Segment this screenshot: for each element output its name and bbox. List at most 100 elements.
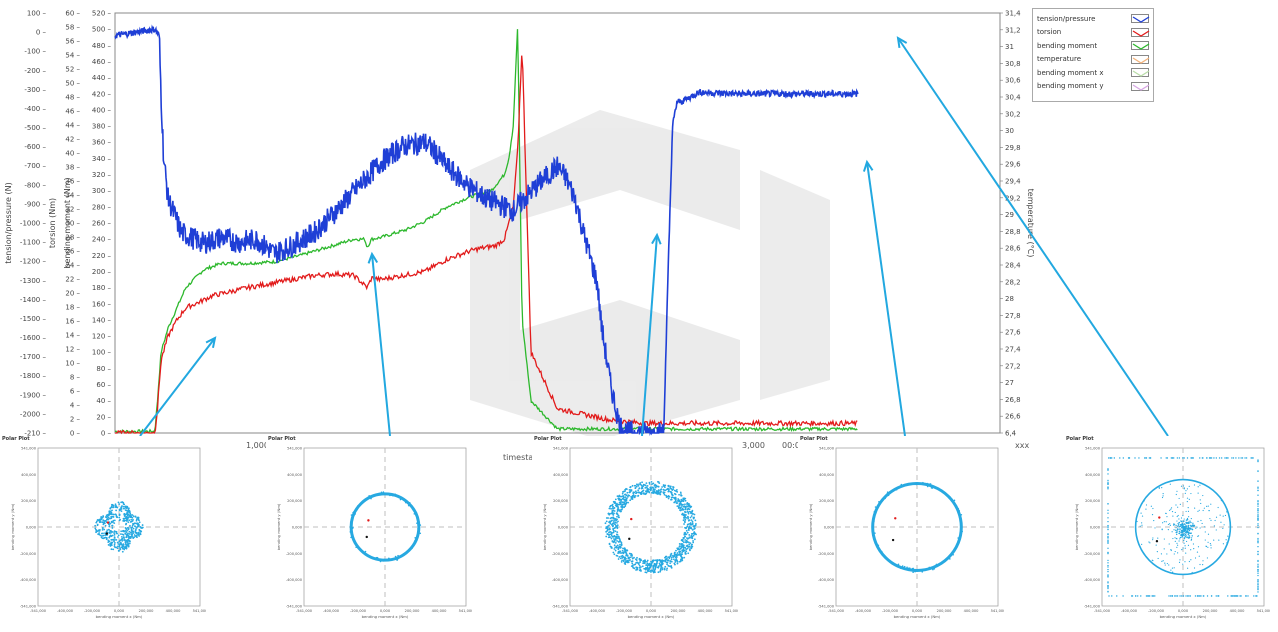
polar-x-tick-label: 0,000 xyxy=(912,609,923,613)
bending-axis-tick-label: 120 – xyxy=(92,333,112,341)
polar-x-axis-title: bending moment x (Nm) xyxy=(628,614,675,619)
torsion-axis-tick-label: 0 – xyxy=(70,430,81,438)
legend-swatch-icon xyxy=(1131,41,1150,51)
bending-axis-tick-label: 140 – xyxy=(92,316,112,324)
legend-entry: torsion xyxy=(1037,26,1150,40)
polar-plot-2: Polar Plot 541,000 400,000 200,000 0,000 -200… xyxy=(266,436,472,628)
legend-entry-label: temperature xyxy=(1037,55,1081,64)
tension-axis-tick-label: -2000 – xyxy=(20,410,47,418)
polar-y-tick-label: -200,000 xyxy=(286,552,303,556)
polar-marker xyxy=(1155,540,1159,543)
temperature-axis-tick-label: 29 xyxy=(1005,211,1014,219)
polar-x-tick-label: 541,000 xyxy=(1257,609,1270,613)
polar-y-tick-label: -200,000 xyxy=(818,552,835,556)
polar-y-axis-title: bending moment y (Nm) xyxy=(808,503,813,550)
bending-axis-tick-label: 340 – xyxy=(92,155,112,163)
bending-axis-tick-label: 160 – xyxy=(92,300,112,308)
torsion-axis-tick-label: 34 – xyxy=(65,192,80,200)
polar-x-tick-label: 541,000 xyxy=(193,609,206,613)
tension-axis-tick-label: -500 – xyxy=(24,124,46,132)
plot-area-frame xyxy=(114,12,1001,434)
torsion-axis-tick-label: 4 – xyxy=(70,402,81,410)
bending-axis-tick-label: 200 – xyxy=(92,268,112,276)
polar-y-axis-title: bending moment y (Nm) xyxy=(1074,503,1079,550)
torsion-axis-tick-label: 42 – xyxy=(65,136,80,144)
x-tick-fragment: 1,000 xyxy=(246,441,269,450)
polar-y-tick-label: -200,000 xyxy=(1084,552,1101,556)
torsion-axis-tick-label: 16 – xyxy=(65,318,80,326)
polar-points xyxy=(604,480,697,574)
pointer-arrow xyxy=(896,36,1169,437)
torsion-axis-tick-label: 40 – xyxy=(65,150,80,158)
torsion-axis-tick-label: 8 – xyxy=(70,374,81,382)
torsion-axis-tick-label: 12 – xyxy=(65,346,80,354)
polar-x-tick-label: 541,000 xyxy=(459,609,472,613)
tension-axis-tick-label: -400 – xyxy=(24,105,46,113)
polar-y-tick-label: 400,000 xyxy=(287,473,303,477)
temperature-axis-tick-label: 30,2 xyxy=(1005,110,1021,118)
polar-plot-canvas: 541,000 400,000 200,000 0,000 -200,000 -400,0… xyxy=(10,447,206,620)
polar-plot-canvas: 541,000 400,000 200,000 0,000 -200,000 -400,0… xyxy=(542,447,738,620)
tension-axis-tick-label: -1700 – xyxy=(20,353,47,361)
legend-entry: bending moment y xyxy=(1037,80,1150,94)
torsion-axis-tick-label: 60 – xyxy=(65,10,80,18)
tension-axis-tick-label: -210 – xyxy=(24,430,46,438)
tension-axis-tick-label: -1000 – xyxy=(20,220,47,228)
tension-axis-tick-label: -600 – xyxy=(24,143,46,151)
polar-y-tick-label: 200,000 xyxy=(819,499,835,503)
polar-x-tick-label: -400,000 xyxy=(323,609,340,613)
temperature-axis-tick-label: 6,4 xyxy=(1005,430,1017,438)
polar-x-tick-label: 0,000 xyxy=(646,609,657,613)
polar-y-tick-label: 200,000 xyxy=(287,499,303,503)
polar-y-tick-label: 400,000 xyxy=(819,473,835,477)
legend-entry-label: tension/pressure xyxy=(1037,14,1096,23)
polar-x-tick-label: 400,000 xyxy=(964,609,980,613)
temperature-axis-tick-label: 29,2 xyxy=(1005,194,1021,202)
polar-plot-4: Polar Plot 541,000 400,000 200,000 0,000 -200… xyxy=(798,436,1004,628)
legend-entry: bending moment xyxy=(1037,39,1150,53)
torsion-axis-tick-label: 2 – xyxy=(70,416,81,424)
polar-y-tick-label: 0,000 xyxy=(292,526,303,530)
polar-y-tick-label: -400,000 xyxy=(818,578,835,582)
polar-y-tick-label: 541,000 xyxy=(553,447,569,451)
tension-axis-tick-label: -1100 – xyxy=(20,239,47,247)
polar-y-tick-label: 0,000 xyxy=(26,526,37,530)
bending-axis-tick-label: 220 – xyxy=(92,252,112,260)
polar-marker xyxy=(891,538,895,542)
polar-marker xyxy=(365,535,368,539)
temperature-axis-tick-label: 28,2 xyxy=(1005,278,1021,286)
bending-axis-tick-label: 260 – xyxy=(92,220,112,228)
torsion-axis-tick-label: 10 – xyxy=(65,360,80,368)
polar-x-tick-label: 200,000 xyxy=(1203,609,1219,613)
legend-entry-label: bending moment y xyxy=(1037,82,1104,91)
temperature-axis-tick-label: 26,8 xyxy=(1005,396,1021,404)
tension-axis-tick-label: -1500 – xyxy=(20,315,47,323)
polar-y-axis-title: bending moment y (Nm) xyxy=(10,503,15,550)
bending-axis-tick-label: 320 – xyxy=(92,171,112,179)
torsion-axis-tick-label: 18 – xyxy=(65,304,80,312)
x-tick-fragment: 00:0 xyxy=(782,441,800,450)
tension-axis-tick-label: 100 – xyxy=(27,10,47,18)
torsion-axis-tick-label: 54 – xyxy=(65,52,80,60)
polar-x-tick-label: -541,000 xyxy=(296,609,313,613)
tension-axis-tick-label: -100 – xyxy=(24,48,46,56)
torsion-axis-tick-label: 28 – xyxy=(65,234,80,242)
tension-axis-tick-label: -200 – xyxy=(24,67,46,75)
temperature-axis-title: temperature (°C) xyxy=(1026,189,1035,258)
polar-points xyxy=(1107,457,1259,597)
temperature-axis-tick-label: 28,4 xyxy=(1005,262,1021,270)
polar-marker xyxy=(894,517,897,520)
polar-y-tick-label: -200,000 xyxy=(552,552,569,556)
polar-y-tick-label: 541,000 xyxy=(819,447,835,451)
torsion-axis-tick-label: 46 – xyxy=(65,108,80,116)
torsion-axis-tick-label: 58 – xyxy=(65,24,80,32)
watermark-logo xyxy=(470,110,830,440)
torsion-axis-tick-label: 30 – xyxy=(65,220,80,228)
polar-y-tick-label: 0,000 xyxy=(1090,526,1101,530)
polar-marker xyxy=(106,521,110,524)
bending-axis-tick-label: 440 – xyxy=(92,74,112,82)
polar-x-tick-label: -400,000 xyxy=(589,609,606,613)
x-tick-fragment: xxx xyxy=(1015,441,1030,450)
polar-plot-title: Polar Plot xyxy=(534,436,562,442)
polar-x-tick-label: 200,000 xyxy=(671,609,687,613)
